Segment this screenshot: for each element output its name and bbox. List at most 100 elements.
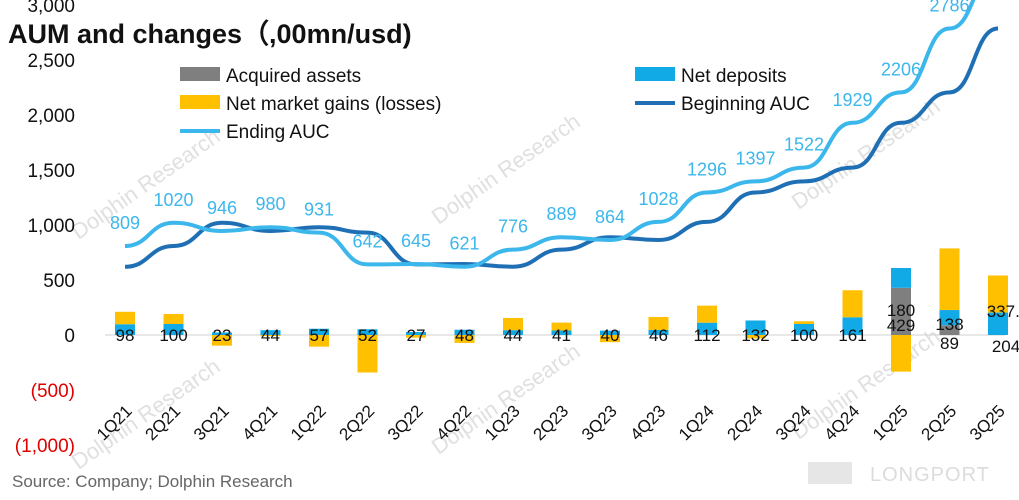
market-bar bbox=[551, 322, 572, 331]
y-tick-label: 0 bbox=[64, 326, 75, 347]
market-bar bbox=[212, 335, 232, 346]
net-deposit-label: 52 bbox=[358, 326, 377, 345]
corner-logo: LONGPORT bbox=[870, 464, 990, 486]
net-deposit-label: 180 bbox=[887, 301, 915, 320]
legend-label: Beginning AUC bbox=[681, 94, 810, 115]
net-deposit-label: 46 bbox=[649, 326, 668, 345]
deposit-bar bbox=[454, 329, 475, 335]
legend-swatch bbox=[180, 67, 220, 81]
x-tick-label: 2Q24 bbox=[723, 401, 766, 444]
market-bar bbox=[163, 313, 184, 324]
net-deposit-label: 100 bbox=[790, 326, 818, 345]
net-deposit-label: 100 bbox=[159, 326, 187, 345]
deposit-bar bbox=[115, 324, 135, 335]
market-bar bbox=[648, 316, 669, 330]
deposit-bar bbox=[745, 320, 766, 335]
deposit-bar bbox=[212, 332, 232, 335]
acquired-label: 89 bbox=[940, 334, 959, 353]
deposit-bar bbox=[891, 268, 911, 288]
net-deposit-label: 41 bbox=[552, 326, 571, 345]
x-tick-label: 3Q25 bbox=[966, 401, 1009, 444]
deposit-bar bbox=[503, 330, 523, 335]
ending-auc-label: 1522 bbox=[784, 135, 824, 155]
x-tick-label: 3Q23 bbox=[578, 401, 621, 444]
deposit-bar bbox=[357, 329, 378, 335]
x-tick-label: 3Q21 bbox=[190, 401, 233, 444]
ending-auc-label: 980 bbox=[255, 194, 285, 214]
ending-auc-label: 621 bbox=[449, 234, 479, 254]
net-deposit-label: 57 bbox=[310, 326, 329, 345]
y-tick-label: 3,000 bbox=[27, 0, 75, 17]
corner-logo-mark bbox=[808, 462, 852, 484]
x-tick-label: 3Q22 bbox=[384, 401, 427, 444]
market-bar bbox=[115, 311, 135, 325]
ending-auc-label: 809 bbox=[110, 213, 140, 233]
x-tick-label: 1Q25 bbox=[869, 401, 912, 444]
y-tick-label: (500) bbox=[31, 381, 75, 402]
ending-auc-label: 2786 bbox=[929, 0, 969, 16]
market-bar bbox=[794, 321, 814, 324]
ending-auc-label: 946 bbox=[207, 198, 237, 218]
y-tick-label: 2,000 bbox=[27, 106, 75, 127]
deposit-bar bbox=[260, 330, 281, 335]
ending-auc-label: 1020 bbox=[153, 190, 193, 210]
market-bar bbox=[454, 335, 475, 343]
market-bar bbox=[697, 305, 717, 323]
net-deposit-label: 138 bbox=[935, 315, 963, 334]
legend-swatch bbox=[635, 67, 675, 81]
net-deposit-label: 98 bbox=[116, 326, 135, 345]
market-bar bbox=[357, 335, 378, 373]
deposit-bar bbox=[939, 310, 960, 326]
x-tick-label: 4Q21 bbox=[238, 401, 281, 444]
market-bar bbox=[842, 290, 863, 318]
x-tick-label: 1Q22 bbox=[287, 401, 330, 444]
deposit-bar bbox=[988, 312, 1008, 335]
market-bar bbox=[745, 335, 766, 339]
net-deposit-label: 48 bbox=[455, 326, 474, 345]
net-deposit-label: 161 bbox=[838, 326, 866, 345]
x-tick-label: 2Q22 bbox=[335, 401, 378, 444]
ending-auc-label: 1028 bbox=[638, 189, 678, 209]
deposit-bar bbox=[794, 324, 814, 335]
acquired-bar bbox=[939, 325, 960, 335]
deposit-bar bbox=[842, 317, 863, 335]
deposit-bar bbox=[648, 329, 669, 335]
market-bar bbox=[503, 317, 523, 331]
deposit-bar bbox=[163, 324, 184, 335]
legend-label: Net deposits bbox=[681, 66, 787, 87]
ending-auc-label: 645 bbox=[401, 231, 431, 251]
y-tick-label: 1,000 bbox=[27, 216, 75, 237]
y-tick-label: 2,500 bbox=[27, 51, 75, 72]
legend-label: Acquired assets bbox=[226, 66, 361, 87]
net-deposit-label: 132 bbox=[741, 326, 769, 345]
net-deposit-label: 23 bbox=[213, 326, 232, 345]
acquired-bar bbox=[891, 287, 911, 335]
y-tick-label: 500 bbox=[43, 271, 75, 292]
market-bar bbox=[260, 335, 281, 337]
source-note: Source: Company; Dolphin Research bbox=[12, 472, 293, 491]
chart-title: AUM and changes（,00mn/usd) bbox=[8, 19, 412, 49]
ending-auc-label: 864 bbox=[595, 207, 625, 227]
watermark-text: Dolphin Research bbox=[427, 338, 585, 459]
ending-auc-label: 1296 bbox=[687, 159, 727, 179]
ending-auc-label: 2206 bbox=[881, 59, 921, 79]
market-bar bbox=[406, 335, 426, 338]
net-deposit-label: 27 bbox=[407, 326, 426, 345]
ending-auc-label: 776 bbox=[498, 217, 528, 237]
y-tick-label: (1,000) bbox=[15, 436, 75, 457]
deposit-bar bbox=[600, 330, 620, 335]
ending-auc-label: 931 bbox=[304, 200, 334, 220]
acquired-label: 429 bbox=[887, 316, 915, 335]
x-tick-label: 1Q24 bbox=[675, 401, 718, 444]
deposit-bar bbox=[697, 322, 717, 335]
market-bar bbox=[939, 248, 960, 311]
x-tick-label: 4Q23 bbox=[626, 401, 669, 444]
deposit-bar bbox=[551, 330, 572, 335]
market-bar bbox=[891, 335, 911, 372]
ending-auc-label: 889 bbox=[546, 204, 576, 224]
x-tick-label: 2Q25 bbox=[917, 401, 960, 444]
y-tick-label: 1,500 bbox=[27, 161, 75, 182]
market-bar bbox=[988, 275, 1008, 313]
deposit-bar bbox=[406, 332, 426, 335]
